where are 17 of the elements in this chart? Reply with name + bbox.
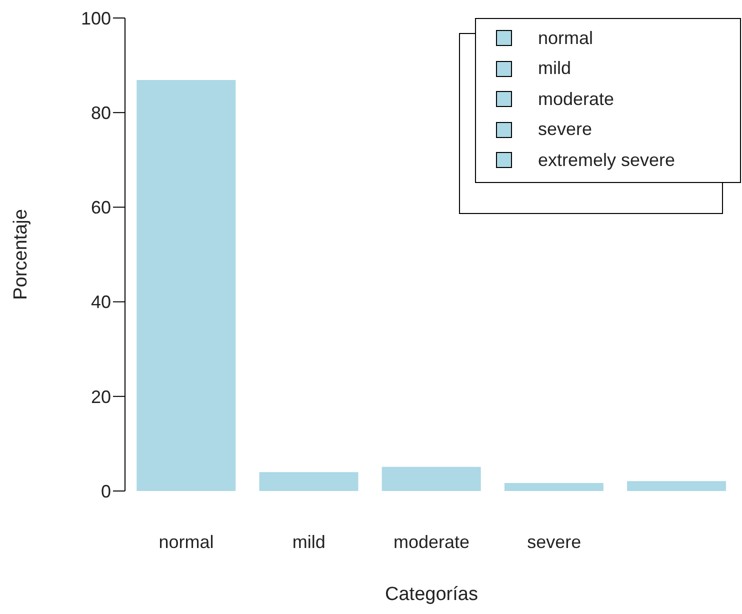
- y-tick-label: 40: [90, 292, 111, 312]
- legend-label: extremely severe: [538, 150, 676, 171]
- y-axis-title: Porcentaje: [10, 209, 32, 300]
- x-tick-label: severe: [527, 532, 582, 552]
- legend-label: severe: [538, 119, 592, 140]
- legend-label: normal: [538, 28, 594, 49]
- legend-label: moderate: [538, 88, 614, 110]
- y-tick-label: 20: [90, 386, 111, 407]
- y-tick-label: 100: [80, 8, 111, 28]
- legend-label: mild: [538, 58, 572, 80]
- x-tick-label: mild: [292, 532, 326, 552]
- y-tick-label: 60: [90, 198, 111, 218]
- x-tick-label: normal: [158, 532, 214, 552]
- x-tick-label: moderate: [393, 532, 470, 552]
- y-tick-label: 80: [90, 102, 111, 123]
- x-axis-title: Categorías: [385, 584, 478, 605]
- y-tick-label: 0: [100, 481, 111, 502]
